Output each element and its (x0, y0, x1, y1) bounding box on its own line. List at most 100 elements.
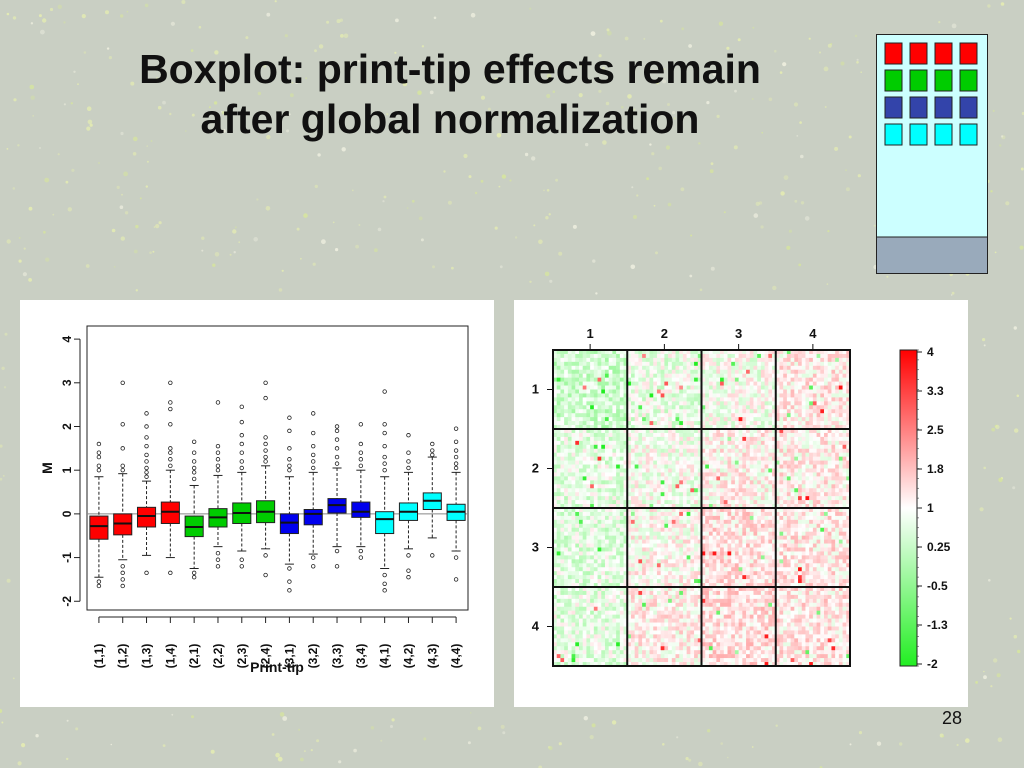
heatmap-cell (575, 432, 580, 438)
heatmap-cell (679, 531, 684, 536)
heatmap-cell (697, 563, 702, 568)
heatmap-cell (786, 357, 791, 363)
heatmap-cell (616, 353, 621, 359)
heatmap-cell (623, 448, 628, 453)
background-spot (983, 466, 986, 470)
heatmap-cell (846, 452, 851, 457)
heatmap-cell (727, 523, 732, 529)
heatmap-cell (835, 409, 840, 414)
heatmap-cell (682, 365, 687, 371)
heatmap-cell (757, 365, 762, 371)
heatmap-cell (586, 508, 591, 513)
heatmap-cell (690, 579, 695, 584)
heatmap-cell (630, 531, 635, 536)
heatmap-cell (556, 523, 561, 529)
heatmap-cell (616, 539, 621, 544)
heatmap-cell (578, 381, 583, 386)
heatmap-cell (619, 511, 624, 517)
heatmap-cell (556, 436, 561, 442)
outlier-point (215, 557, 221, 562)
heatmap-cell (671, 531, 676, 536)
heatmap-cell (690, 397, 695, 402)
heatmap-cell (612, 464, 617, 469)
heatmap-cell (838, 500, 843, 505)
heatmap-cell (805, 377, 810, 382)
heatmap-cell (764, 539, 769, 544)
heatmap-cell (571, 575, 576, 580)
background-spot (547, 746, 551, 749)
heatmap-cell (768, 353, 773, 359)
heatmap-cell (571, 504, 576, 509)
heatmap-cell (686, 460, 691, 465)
heatmap-cell (582, 456, 587, 461)
outlier-point (453, 426, 459, 431)
outlier-point (263, 459, 268, 464)
heatmap-cell (638, 563, 643, 568)
heatmap-cell (616, 488, 621, 493)
heatmap-cell (838, 413, 843, 418)
heatmap-cell (553, 357, 558, 363)
heatmap-cell (582, 357, 587, 363)
heatmap-cell (794, 492, 799, 497)
background-spot (377, 227, 382, 232)
heatmap-cell (601, 555, 606, 560)
heatmap-cell (690, 357, 695, 363)
heatmap-cell (738, 535, 743, 540)
heatmap-cell (838, 488, 843, 493)
background-spot (35, 734, 39, 738)
heatmap-cell (694, 567, 699, 572)
heatmap-cell (653, 440, 658, 446)
heatmap-cell (675, 452, 680, 457)
heatmap-cell (775, 500, 780, 505)
heatmap-cell (705, 425, 710, 430)
heatmap-cell (642, 543, 647, 548)
heatmap-cell (712, 397, 717, 402)
heatmap-cell (690, 488, 695, 493)
heatmap-cell (675, 488, 680, 493)
heatmap-cell (616, 476, 621, 481)
heatmap-cell (731, 468, 736, 473)
heatmap-cell (645, 421, 650, 426)
heatmap-cell (556, 547, 561, 552)
heatmap-cell (660, 567, 665, 572)
heatmap-cell (727, 515, 732, 521)
heatmap-cell (783, 476, 788, 481)
heatmap-cell (597, 515, 602, 521)
heatmap-cell (604, 432, 609, 438)
heatmap-cell (638, 369, 643, 374)
heatmap-cell (727, 381, 732, 386)
heatmap-cell (616, 397, 621, 402)
outlier-point (191, 450, 197, 455)
heatmap-cell (671, 472, 676, 477)
heatmap-cell (768, 365, 773, 371)
heatmap-cell (798, 425, 803, 430)
heatmap-cell (757, 452, 762, 457)
background-spot (18, 259, 22, 263)
heatmap-cell (779, 496, 784, 501)
heatmap-cell (682, 527, 687, 532)
background-spot (595, 292, 598, 295)
heatmap-cell (571, 401, 576, 406)
heatmap-cell (708, 535, 713, 540)
heatmap-cell (597, 365, 602, 371)
heatmap-cell (742, 429, 747, 434)
heatmap-cell (801, 468, 806, 473)
heatmap-cell (586, 456, 591, 461)
heatmap-cell (560, 369, 565, 374)
heatmap-cell (634, 444, 639, 450)
heatmap-cell (638, 515, 643, 521)
heatmap-cell (686, 484, 691, 489)
heatmap-cell (772, 413, 777, 418)
heatmap-cell (575, 357, 580, 363)
outlier-point (382, 389, 387, 394)
heatmap-cell (597, 460, 602, 465)
heatmap-cell (742, 476, 747, 481)
heatmap-cell (627, 365, 632, 371)
box-body (351, 501, 371, 518)
heatmap-cell (619, 432, 624, 438)
heatmap-cell (575, 381, 580, 386)
heatmap-cell (801, 417, 806, 422)
heatmap-cell (604, 417, 609, 422)
heatmap-cell (623, 583, 628, 588)
